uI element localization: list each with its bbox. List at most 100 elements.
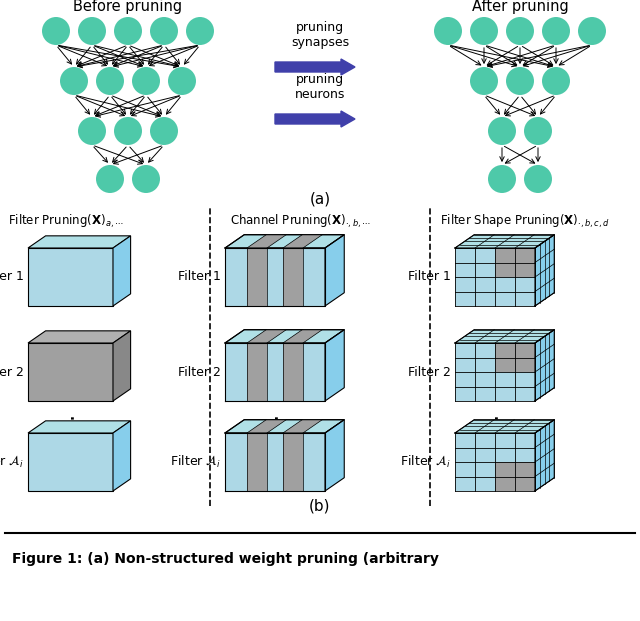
- Text: (a): (a): [309, 191, 331, 207]
- Circle shape: [150, 17, 178, 45]
- Circle shape: [114, 117, 142, 145]
- Polygon shape: [325, 235, 344, 306]
- Circle shape: [488, 117, 516, 145]
- Polygon shape: [455, 433, 535, 491]
- Text: Channel Pruning$(\mathbf{X})_{\cdot,b,\cdots}$: Channel Pruning$(\mathbf{X})_{\cdot,b,\c…: [230, 212, 371, 230]
- Text: Filter 1: Filter 1: [0, 271, 24, 284]
- Text: Filter $\mathcal{A}_i$: Filter $\mathcal{A}_i$: [170, 454, 221, 470]
- Polygon shape: [495, 358, 515, 372]
- Polygon shape: [225, 420, 344, 433]
- Polygon shape: [225, 433, 247, 491]
- Polygon shape: [283, 433, 303, 491]
- Circle shape: [524, 117, 552, 145]
- Text: Filter $\mathcal{A}_i$: Filter $\mathcal{A}_i$: [400, 454, 451, 470]
- Circle shape: [114, 17, 142, 45]
- Circle shape: [506, 17, 534, 45]
- Text: pruning
synapses: pruning synapses: [291, 21, 349, 49]
- Circle shape: [150, 117, 178, 145]
- Polygon shape: [247, 420, 286, 433]
- Polygon shape: [325, 420, 344, 491]
- Polygon shape: [113, 331, 131, 401]
- Polygon shape: [247, 343, 267, 401]
- Polygon shape: [455, 235, 554, 248]
- Polygon shape: [28, 433, 113, 491]
- Text: After pruning: After pruning: [472, 0, 568, 14]
- Polygon shape: [515, 263, 535, 277]
- Polygon shape: [113, 421, 131, 491]
- Polygon shape: [225, 343, 247, 401]
- Text: Filter Pruning$(\mathbf{X})_{a,\cdots}$: Filter Pruning$(\mathbf{X})_{a,\cdots}$: [8, 212, 124, 230]
- Polygon shape: [283, 248, 303, 306]
- Circle shape: [542, 17, 570, 45]
- Polygon shape: [267, 343, 283, 401]
- Polygon shape: [113, 236, 131, 306]
- Polygon shape: [455, 343, 535, 401]
- Circle shape: [96, 165, 124, 193]
- Polygon shape: [28, 236, 131, 248]
- Polygon shape: [303, 433, 325, 491]
- Text: Filter 2: Filter 2: [408, 366, 451, 379]
- Text: Before pruning: Before pruning: [74, 0, 182, 14]
- Polygon shape: [267, 433, 283, 491]
- Circle shape: [186, 17, 214, 45]
- Polygon shape: [303, 343, 325, 401]
- Polygon shape: [495, 476, 515, 491]
- Text: ⋯: ⋯: [485, 412, 505, 434]
- Circle shape: [60, 67, 88, 95]
- Circle shape: [488, 165, 516, 193]
- Polygon shape: [495, 263, 515, 277]
- Polygon shape: [28, 248, 113, 306]
- Circle shape: [434, 17, 462, 45]
- Polygon shape: [303, 248, 325, 306]
- FancyArrow shape: [275, 59, 355, 75]
- Polygon shape: [455, 420, 554, 433]
- Polygon shape: [225, 248, 247, 306]
- Circle shape: [578, 17, 606, 45]
- Polygon shape: [28, 343, 113, 401]
- Circle shape: [524, 165, 552, 193]
- Polygon shape: [515, 358, 535, 372]
- Circle shape: [542, 67, 570, 95]
- Polygon shape: [28, 421, 131, 433]
- Text: ⋯: ⋯: [265, 412, 285, 434]
- Text: Filter $\mathcal{A}_i$: Filter $\mathcal{A}_i$: [0, 454, 24, 470]
- Circle shape: [42, 17, 70, 45]
- Circle shape: [78, 17, 106, 45]
- Circle shape: [96, 67, 124, 95]
- Text: Filter Shape Pruning$(\mathbf{X})_{\cdot,b,c,d}$: Filter Shape Pruning$(\mathbf{X})_{\cdot…: [440, 212, 610, 230]
- Text: Filter 2: Filter 2: [178, 366, 221, 379]
- Circle shape: [132, 165, 160, 193]
- Polygon shape: [455, 248, 535, 306]
- Circle shape: [506, 67, 534, 95]
- Text: Figure 1: (a) Non-structured weight pruning (arbitrary: Figure 1: (a) Non-structured weight prun…: [12, 552, 439, 566]
- Circle shape: [470, 17, 498, 45]
- Polygon shape: [535, 235, 554, 306]
- Text: ⋯: ⋯: [61, 412, 81, 434]
- Polygon shape: [283, 330, 323, 343]
- Polygon shape: [535, 420, 554, 491]
- Polygon shape: [283, 343, 303, 401]
- FancyArrow shape: [275, 111, 355, 127]
- Polygon shape: [247, 433, 267, 491]
- Polygon shape: [515, 476, 535, 491]
- Circle shape: [470, 67, 498, 95]
- Polygon shape: [535, 330, 554, 401]
- Polygon shape: [225, 330, 344, 343]
- Polygon shape: [515, 462, 535, 476]
- Polygon shape: [325, 330, 344, 401]
- Text: Filter 2: Filter 2: [0, 366, 24, 379]
- Text: pruning
neurons: pruning neurons: [295, 73, 345, 101]
- Polygon shape: [225, 235, 344, 248]
- Text: Filter 1: Filter 1: [178, 271, 221, 284]
- Polygon shape: [247, 235, 286, 248]
- Text: (b): (b): [309, 499, 331, 514]
- Polygon shape: [267, 248, 283, 306]
- Polygon shape: [247, 330, 286, 343]
- Polygon shape: [283, 235, 323, 248]
- Polygon shape: [515, 343, 535, 358]
- Polygon shape: [283, 420, 323, 433]
- Polygon shape: [515, 248, 535, 263]
- Polygon shape: [495, 462, 515, 476]
- Circle shape: [168, 67, 196, 95]
- Circle shape: [78, 117, 106, 145]
